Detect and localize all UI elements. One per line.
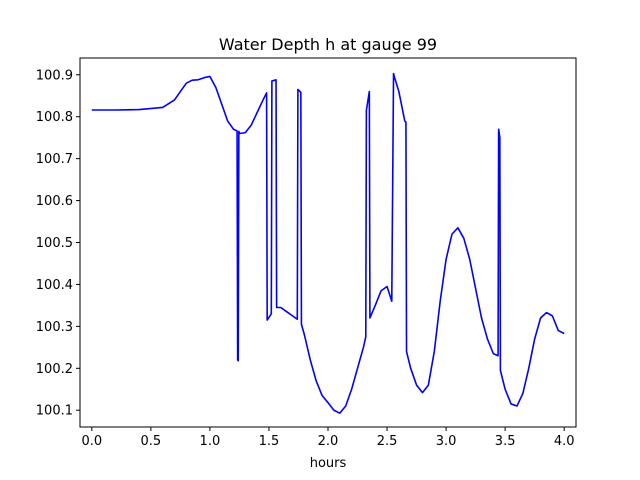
y-tick-label: 100.8 [36,110,73,125]
x-tick-label: 4.0 [554,434,575,449]
series-line [91,72,565,414]
y-tick-label: 100.7 [36,152,73,167]
x-tick-label: 3.0 [436,434,457,449]
chart-title: Water Depth h at gauge 99 [219,35,437,54]
y-tick-label: 100.9 [36,68,73,83]
y-axis: 100.1 100.2 100.3 100.4 100.5 100.6 100.7 100.8… [36,68,80,419]
x-tick-label: 0.5 [141,434,162,449]
x-axis-label: hours [310,456,347,471]
x-tick-label: 0.0 [81,434,102,449]
x-tick-label: 2.5 [377,434,398,449]
x-tick-label: 3.5 [495,434,516,449]
y-tick-label: 100.2 [36,362,73,377]
x-axis: 0.0 0.5 1.0 1.5 2.0 2.5 3.0 3.5 4.0 [81,427,575,449]
x-tick-label: 1.5 [259,434,280,449]
y-tick-label: 100.4 [36,278,73,293]
y-tick-label: 100.5 [36,236,73,251]
y-tick-label: 100.1 [36,404,73,419]
y-tick-label: 100.6 [36,194,73,209]
x-tick-label: 2.0 [318,434,339,449]
plot-area [91,72,565,414]
y-tick-label: 100.3 [36,320,73,335]
x-tick-label: 1.0 [200,434,221,449]
